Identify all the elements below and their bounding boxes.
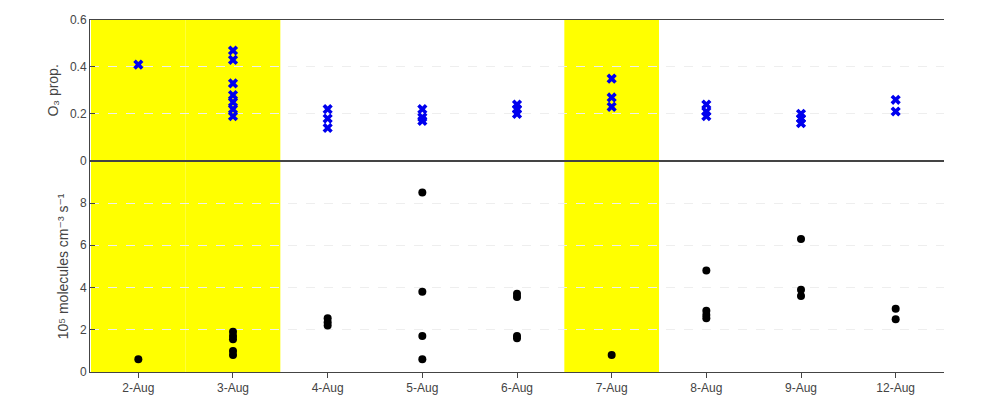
svg-text:2-Aug: 2-Aug — [122, 381, 154, 395]
svg-text:9-Aug: 9-Aug — [785, 381, 817, 395]
svg-text:0: 0 — [80, 154, 87, 168]
svg-text:4-Aug: 4-Aug — [312, 381, 344, 395]
svg-text:5-Aug: 5-Aug — [406, 381, 438, 395]
svg-text:2: 2 — [80, 323, 87, 337]
svg-text:6: 6 — [80, 238, 87, 252]
svg-text:O₃ prop.: O₃ prop. — [45, 64, 61, 116]
svg-text:12-Aug: 12-Aug — [876, 381, 915, 395]
svg-text:7-Aug: 7-Aug — [596, 381, 628, 395]
svg-text:8: 8 — [80, 196, 87, 210]
svg-text:0.6: 0.6 — [70, 13, 87, 27]
svg-text:0.2: 0.2 — [70, 107, 87, 121]
svg-text:0: 0 — [80, 365, 87, 379]
svg-text:8-Aug: 8-Aug — [690, 381, 722, 395]
svg-text:0.4: 0.4 — [70, 60, 87, 74]
svg-text:4: 4 — [80, 281, 87, 295]
svg-text:10⁵ molecules cm⁻³ s⁻¹: 10⁵ molecules cm⁻³ s⁻¹ — [55, 193, 71, 339]
svg-text:6-Aug: 6-Aug — [501, 381, 533, 395]
svg-text:3-Aug: 3-Aug — [217, 381, 249, 395]
